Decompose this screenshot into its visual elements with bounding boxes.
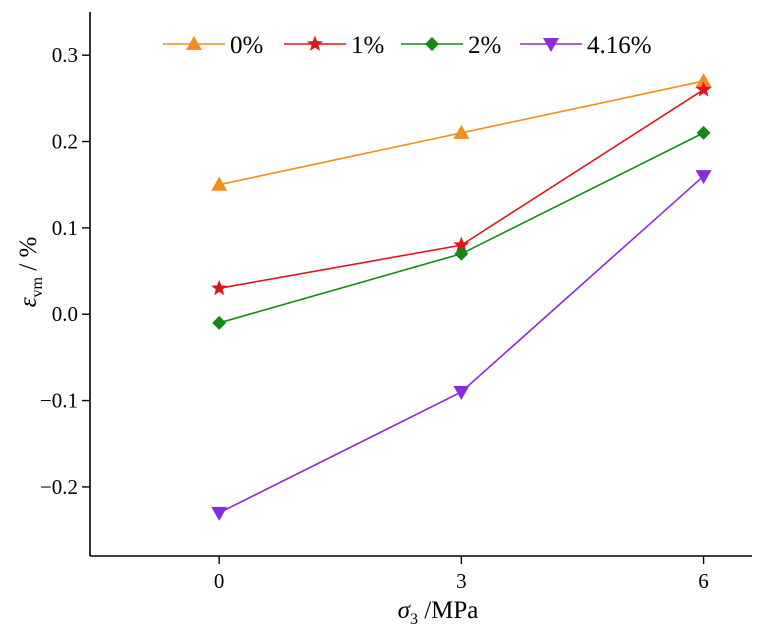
y-tick-label: 0.1 xyxy=(52,216,78,240)
x-tick-label: 6 xyxy=(698,569,709,593)
legend-label: 1% xyxy=(351,32,384,59)
y-tick-label: 0.3 xyxy=(52,43,78,67)
x-axis-title: σ3 /MPa xyxy=(398,597,479,628)
data-point xyxy=(453,124,470,139)
y-tick-label: 0.2 xyxy=(52,130,78,154)
series-2 xyxy=(211,81,712,296)
data-point xyxy=(453,236,470,253)
series-3 xyxy=(212,125,711,330)
legend-label: 2% xyxy=(468,32,501,59)
data-point xyxy=(453,385,470,400)
series-layer xyxy=(211,73,712,521)
data-point xyxy=(695,73,712,88)
data-point xyxy=(211,279,228,296)
legend-marker xyxy=(543,38,559,52)
legend-marker xyxy=(306,35,324,51)
y-axis-title: εvm / % xyxy=(15,237,46,308)
data-point xyxy=(695,81,712,97)
data-point xyxy=(695,170,712,185)
series-line xyxy=(218,175,705,514)
legend-marker xyxy=(186,36,202,50)
legend-entry: 4.16% xyxy=(520,32,652,59)
axes xyxy=(89,12,752,557)
series-4 xyxy=(211,170,712,521)
x-axis-ticks: 0 3 6 xyxy=(214,556,709,593)
legend-label: 4.16% xyxy=(587,32,652,59)
y-tick-label: −0.1 xyxy=(40,389,78,413)
y-tick-label: 0.0 xyxy=(52,302,78,326)
x-tick-label: 0 xyxy=(214,569,225,593)
series-1 xyxy=(211,73,712,191)
y-tick-label: −0.2 xyxy=(40,475,78,499)
series-line xyxy=(218,132,704,324)
y-axis-ticks: −0.2 −0.1 0.0 0.1 0.2 0.3 xyxy=(40,43,90,499)
data-point xyxy=(211,506,228,521)
data-point xyxy=(454,246,469,261)
data-point xyxy=(211,176,228,191)
legend-entry: 0% xyxy=(163,32,263,59)
x-tick-label: 3 xyxy=(456,569,467,593)
legend-marker xyxy=(425,37,439,51)
data-point xyxy=(212,315,227,330)
legend-label: 0% xyxy=(230,32,263,59)
legend-entry: 2% xyxy=(401,32,501,59)
legend: 0% 1% 2% 4.16% xyxy=(163,32,652,59)
legend-entry: 1% xyxy=(284,32,384,59)
data-point xyxy=(696,125,711,140)
